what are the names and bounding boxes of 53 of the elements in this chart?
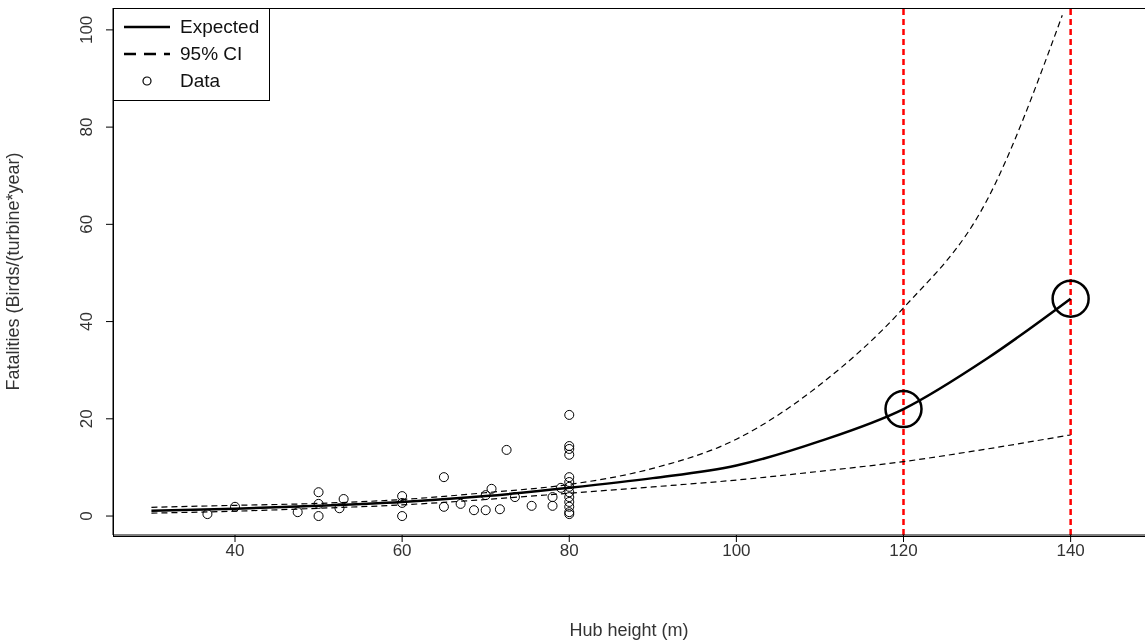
x-tick-label: 100 [722, 541, 751, 561]
point [564, 501, 575, 512]
point [480, 490, 491, 501]
x-tick-label: 120 [889, 541, 918, 561]
x-tick-label: 60 [392, 541, 412, 561]
point [397, 491, 408, 502]
point [564, 472, 575, 483]
x-tick-label: 140 [1056, 541, 1085, 561]
point [564, 487, 575, 498]
point [230, 501, 240, 512]
y-axis-title: Fatalities (Birds/(turbine*year) [3, 152, 24, 391]
point [564, 409, 575, 420]
point [313, 487, 324, 498]
point [564, 481, 575, 492]
y-tick-label: 100 [77, 15, 96, 45]
x-tick-label: 40 [225, 541, 245, 561]
point [334, 503, 345, 514]
point [547, 500, 558, 511]
point [526, 500, 537, 511]
point [438, 501, 449, 512]
point [564, 449, 575, 460]
point [338, 494, 349, 505]
point [480, 505, 491, 516]
point [1051, 279, 1090, 318]
point [564, 477, 575, 488]
point [202, 509, 213, 520]
point [313, 498, 324, 509]
point [486, 483, 497, 494]
point [313, 511, 324, 522]
y-tick-label: 60 [77, 214, 96, 234]
y-tick-label: 0 [77, 511, 96, 521]
y-tick-label: 20 [77, 409, 96, 429]
legend-label: 95% CI [180, 42, 243, 66]
y-tick-label: 80 [77, 117, 96, 137]
point [884, 389, 923, 429]
point [397, 497, 408, 508]
point [438, 472, 449, 483]
point [292, 507, 303, 518]
y-tick-label: 40 [77, 312, 96, 332]
point [468, 505, 479, 516]
legend-label: Expected [180, 15, 260, 39]
point [564, 492, 575, 503]
point [509, 492, 520, 503]
point [501, 444, 512, 455]
point [547, 492, 558, 503]
point [397, 511, 408, 522]
x-axis-title: Hub height (m) [569, 620, 689, 640]
point [455, 498, 466, 509]
point [494, 504, 505, 515]
legend-label: Data [180, 69, 221, 93]
x-tick-label: 80 [559, 541, 579, 561]
point [555, 482, 566, 493]
point [564, 496, 575, 507]
